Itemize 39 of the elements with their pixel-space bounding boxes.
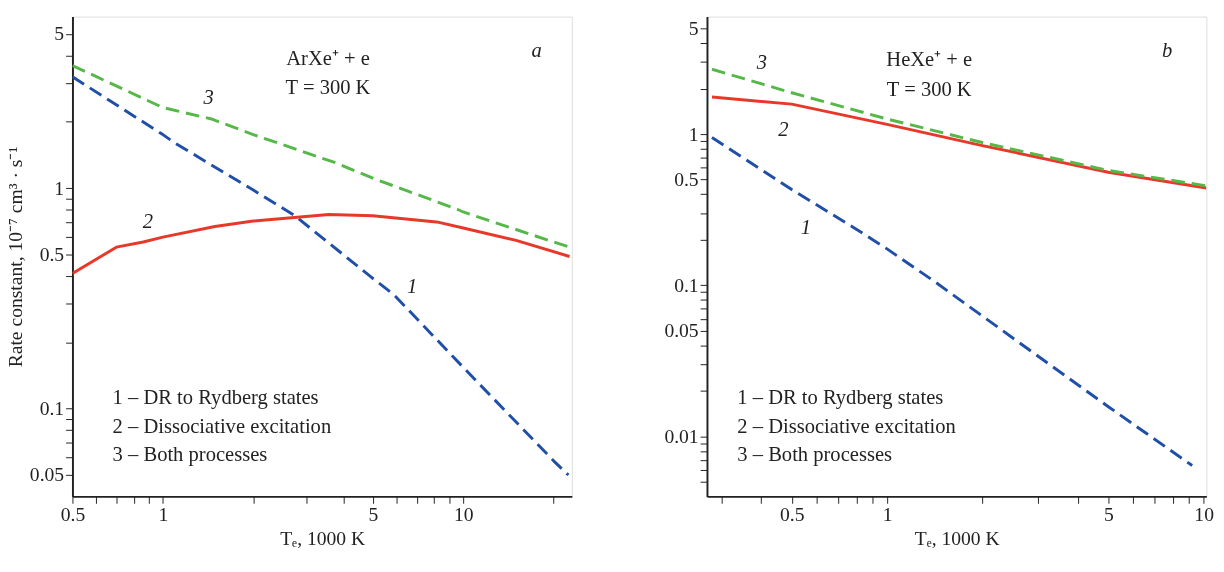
y-tick-label: 1 <box>54 177 65 199</box>
annotation: 3 <box>755 51 767 74</box>
annotation: 2 <box>778 118 789 141</box>
x-axis-title: Tₑ, 1000 K <box>280 527 366 549</box>
annotation: 1 – DR to Rydberg states <box>112 386 319 410</box>
y-axis-title: Rate constant, 10⁻⁷ cm³ · s⁻¹ <box>5 146 27 368</box>
y-tick-label: 5 <box>688 17 699 39</box>
y-tick-label: 0.1 <box>39 398 65 420</box>
y-tick-label: 0.1 <box>674 274 699 296</box>
annotation: b <box>1162 38 1173 61</box>
y-tick-label: 0.5 <box>39 243 65 265</box>
annotation: 2 <box>142 210 153 233</box>
y-tick-label: 0.05 <box>29 464 65 486</box>
x-tick-label: 0.5 <box>779 504 805 526</box>
x-axis-title: Tₑ, 1000 K <box>914 527 1000 549</box>
x-tick-label: 1 <box>882 504 893 526</box>
annotation: 3 – Both processes <box>737 443 892 467</box>
annotation: ArXe⁺ + e <box>286 46 370 69</box>
annotation: a <box>531 38 542 61</box>
annotation: HeXe⁺ + e <box>886 47 973 70</box>
annotation: T = 300 K <box>886 77 972 100</box>
annotation: 1 – DR to Rydberg states <box>737 386 944 410</box>
annotation: 2 – Dissociative excitation <box>737 414 956 437</box>
y-tick-label: 0.5 <box>674 168 699 190</box>
annotation: 2 – Dissociative excitation <box>112 414 332 437</box>
annotation: T = 300 K <box>285 75 371 98</box>
annotation: 1 <box>800 215 812 238</box>
y-tick-label: 0.01 <box>664 425 699 447</box>
annotation: 1 <box>407 274 418 297</box>
y-tick-label: 0.05 <box>664 320 699 342</box>
x-tick-label: 5 <box>1103 504 1114 526</box>
y-tick-label: 1 <box>688 123 699 145</box>
x-tick-label: 10 <box>1194 504 1215 526</box>
annotation: 3 – Both processes <box>112 443 268 467</box>
y-tick-label: 5 <box>54 23 65 45</box>
x-tick-label: 5 <box>368 504 379 526</box>
x-tick-label: 10 <box>453 504 474 526</box>
annotation: 3 <box>202 85 214 108</box>
x-tick-label: 1 <box>158 504 169 526</box>
